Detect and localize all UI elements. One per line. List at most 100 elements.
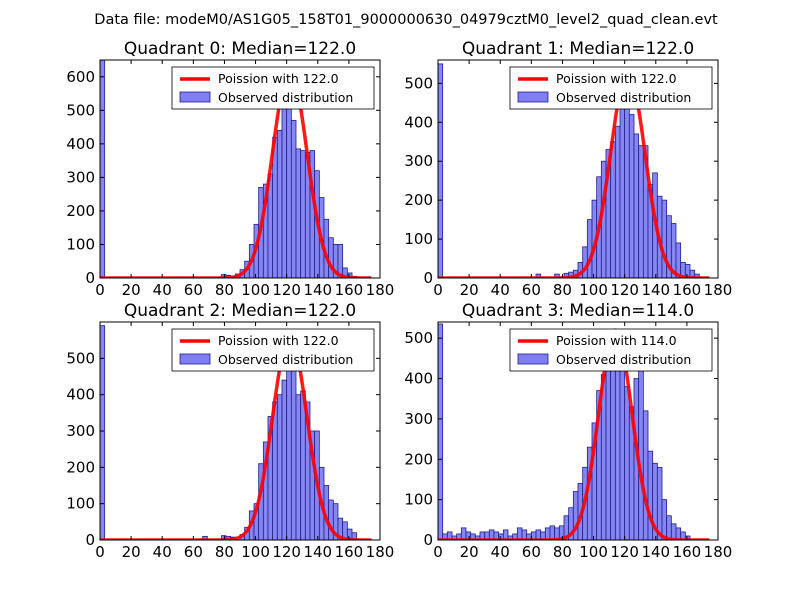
x-axis: 0 20 40 60 80 100 120 140 160 180: [95, 60, 394, 299]
legend-label-poisson: Poission with 114.0: [556, 333, 677, 348]
x-tick-label: 40: [153, 543, 172, 561]
x-tick-label: 120: [272, 281, 301, 299]
histogram-bar: [554, 273, 560, 278]
x-tick-label: 180: [366, 281, 395, 299]
histogram-bar: [290, 347, 297, 540]
axes-frame: [437, 59, 719, 279]
x-tick-label: 160: [673, 281, 702, 299]
x-tick-label: 60: [522, 543, 541, 561]
histogram-bar: [661, 499, 668, 540]
axes-frame: [437, 321, 719, 541]
histogram-bar: [582, 246, 588, 278]
y-tick-label: 500: [66, 101, 95, 119]
x-tick-label: 120: [610, 543, 639, 561]
x-tick-label: 80: [215, 543, 234, 561]
histogram-bars: [438, 323, 691, 540]
y-tick-label: 100: [404, 491, 433, 509]
x-tick-label: 100: [579, 281, 608, 299]
x-tick-label: 40: [491, 543, 510, 561]
legend-bar-swatch: [517, 91, 549, 103]
x-tick-label: 100: [241, 281, 270, 299]
y-tick-label: 100: [66, 235, 95, 253]
x-tick-label: 40: [491, 281, 510, 299]
x-tick-label: 120: [610, 281, 639, 299]
legend-label-poisson: Poission with 122.0: [218, 71, 339, 86]
y-tick-label: 500: [404, 329, 433, 347]
histogram-bar: [610, 141, 616, 278]
plot-area: [100, 325, 373, 540]
histogram-bar: [328, 237, 334, 278]
histogram-bar: [100, 60, 106, 278]
histogram-bar: [694, 273, 700, 278]
histogram-bar: [502, 529, 509, 540]
histogram-bar: [633, 133, 640, 278]
x-tick-label: 20: [122, 543, 141, 561]
legend: Poission with 122.0 Observed distribution: [171, 66, 375, 110]
poisson-curve-line: [100, 68, 373, 278]
x-tick-label: 180: [704, 543, 733, 561]
subplot-title: Quadrant 1: Median=122.0: [462, 39, 694, 59]
x-tick-label: 140: [641, 543, 670, 561]
histogram-bar: [351, 532, 358, 540]
x-tick-label: 40: [153, 281, 172, 299]
histogram-bar: [276, 130, 283, 278]
y-tick-label: 0: [423, 531, 433, 549]
y-tick-label: 600: [66, 68, 95, 86]
x-tick-label: 160: [673, 543, 702, 561]
axes-frame: [99, 59, 381, 279]
x-tick-label: 0: [433, 543, 443, 561]
y-tick-label: 200: [404, 191, 433, 209]
x-tick-label: 100: [579, 543, 608, 561]
plot-area: [438, 323, 711, 540]
x-axis: 0 20 40 60 80 100 120 140 160 180: [95, 322, 394, 561]
histogram-bar: [516, 527, 523, 540]
y-axis: 0 100 200 300 400 500 600: [66, 68, 380, 287]
poisson-curve-line: [438, 69, 711, 278]
legend: Poission with 122.0 Observed distribution: [509, 66, 713, 110]
histogram-bar: [619, 361, 626, 540]
x-tick-label: 180: [704, 281, 733, 299]
histogram-bar: [656, 466, 663, 540]
y-tick-label: 200: [66, 458, 95, 476]
x-tick-label: 80: [553, 543, 572, 561]
poisson-curve-line: [438, 328, 711, 540]
legend-label-observed: Observed distribution: [218, 90, 353, 105]
histogram-bar: [586, 219, 593, 278]
y-tick-label: 500: [404, 74, 433, 92]
histogram-bar: [300, 150, 306, 278]
y-axis: 0 100 200 300 400 500: [404, 329, 718, 549]
histogram-bar: [605, 366, 612, 540]
histogram-bar: [290, 119, 297, 278]
plot-area: [438, 63, 711, 278]
x-tick-label: 60: [184, 281, 203, 299]
histogram-bar: [438, 323, 444, 540]
histogram-bar: [624, 386, 630, 540]
histogram-bar: [276, 394, 283, 540]
y-tick-label: 400: [66, 135, 95, 153]
histogram-bar: [619, 106, 626, 278]
legend: Poission with 114.0 Observed distribution: [509, 328, 713, 372]
x-tick-label: 140: [641, 281, 670, 299]
subplot-title: Quadrant 2: Median=122.0: [124, 301, 356, 321]
histogram-bar: [549, 525, 556, 540]
subplot-quadrant-1: Quadrant 1: Median=122.00 20 40 60 80 100 120 1…: [404, 39, 732, 299]
y-tick-label: 0: [85, 531, 95, 549]
legend: Poission with 122.0 Observed distribution: [171, 328, 375, 372]
x-tick-label: 20: [460, 281, 479, 299]
y-tick-label: 100: [404, 230, 433, 248]
histogram-bar: [535, 273, 542, 278]
histogram-bar: [661, 199, 668, 278]
y-tick-label: 300: [404, 152, 433, 170]
histogram-bar: [638, 145, 644, 278]
subplot-title: Quadrant 3: Median=114.0: [462, 301, 694, 321]
y-axis: 0 100 200 300 400 500: [66, 349, 380, 549]
subplot-quadrant-0: Quadrant 0: Median=122.00 20 40 60 80 100 120 1…: [66, 39, 394, 299]
y-tick-label: 300: [66, 422, 95, 440]
x-tick-label: 140: [303, 543, 332, 561]
histogram-bar: [100, 325, 106, 540]
x-tick-label: 60: [522, 281, 541, 299]
histogram-bar: [438, 63, 444, 278]
y-axis: 0 100 200 300 400 500: [404, 74, 718, 287]
y-tick-label: 500: [66, 349, 95, 367]
